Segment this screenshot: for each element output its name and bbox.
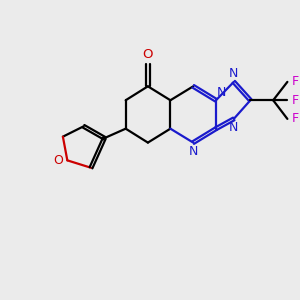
Text: O: O: [142, 48, 153, 61]
Text: O: O: [53, 154, 63, 167]
Text: N: N: [217, 86, 226, 99]
Text: F: F: [292, 94, 299, 107]
Text: N: N: [188, 145, 198, 158]
Text: F: F: [292, 112, 299, 125]
Text: N: N: [229, 67, 239, 80]
Text: N: N: [229, 121, 239, 134]
Text: F: F: [292, 75, 299, 88]
